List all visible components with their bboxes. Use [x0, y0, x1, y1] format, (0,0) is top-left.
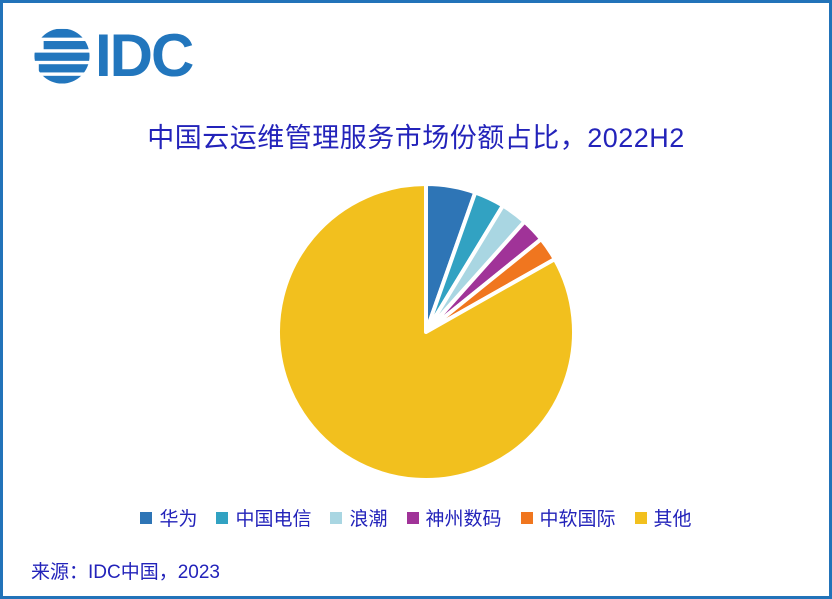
source-note: 来源：IDC中国，2023 [31, 562, 220, 583]
legend-label: 中软国际 [539, 509, 616, 530]
chart-title: 中国云运维管理服务市场份额占比，2022H2 [147, 123, 685, 153]
idc-logo: IDC [33, 22, 194, 89]
idc-logo-text: IDC [95, 22, 194, 89]
legend-swatch-icon [140, 511, 153, 524]
legend-swatch-icon [406, 511, 419, 524]
globe-stripes-icon [34, 28, 90, 84]
legend-swatch-icon [216, 511, 229, 524]
legend-label: 中国电信 [235, 509, 312, 530]
legend-swatch-icon [520, 511, 533, 524]
legend-label: 华为 [159, 509, 198, 530]
legend-item-其他: 其他 [634, 504, 692, 531]
legend-swatch-icon [634, 511, 647, 524]
legend-label: 其他 [653, 509, 692, 530]
legend-label: 神州数码 [425, 509, 502, 530]
legend-item-浪潮: 浪潮 [330, 504, 388, 531]
pie-slice-其他 [276, 182, 576, 482]
legend-item-中软国际: 中软国际 [520, 504, 616, 531]
chart-legend: 华为 中国电信 浪潮 神州数码 中软国际 其他 [3, 504, 829, 531]
legend-swatch-icon [330, 511, 343, 524]
pie-chart [276, 182, 576, 482]
legend-item-中国电信: 中国电信 [216, 504, 311, 531]
legend-item-华为: 华为 [140, 504, 197, 531]
legend-item-神州数码: 神州数码 [406, 504, 502, 531]
legend-label: 浪潮 [349, 509, 388, 530]
